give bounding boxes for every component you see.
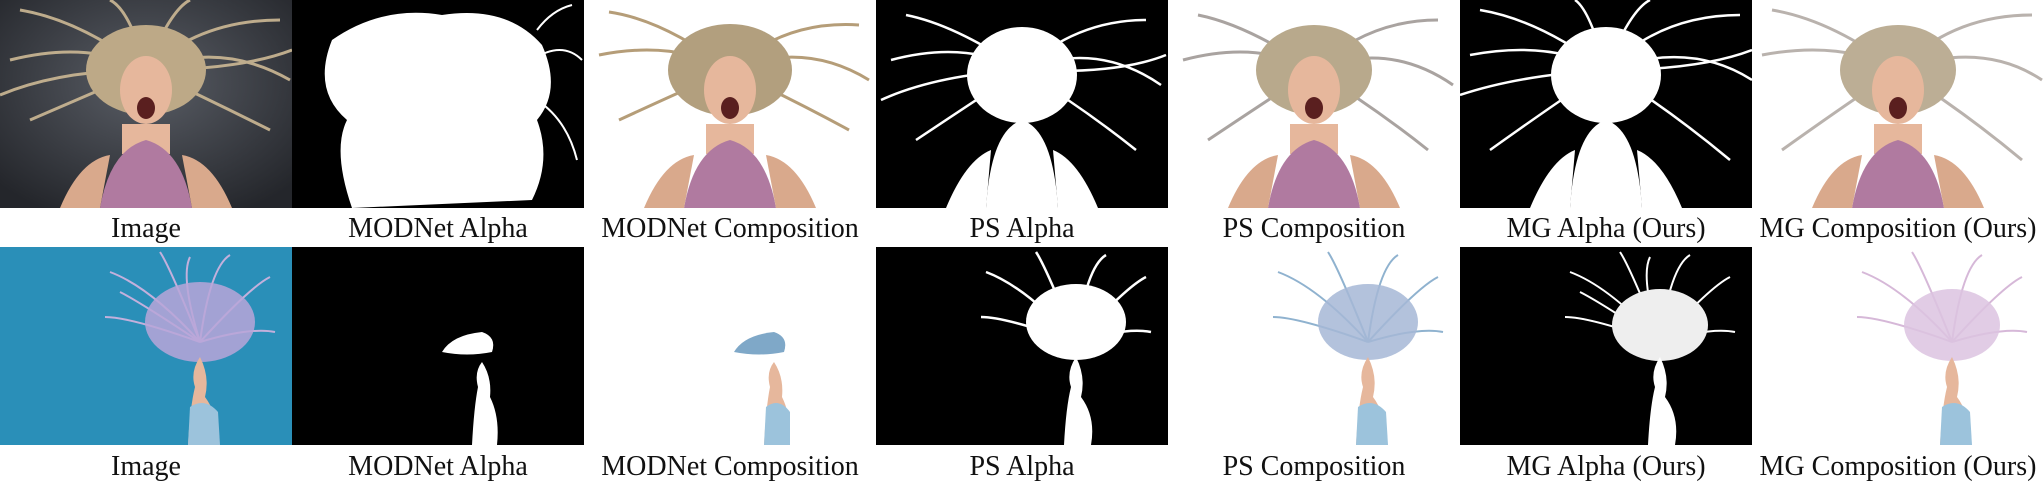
caption: PS Composition <box>1222 451 1406 482</box>
caption: PS Alpha <box>969 451 1075 482</box>
caption: MG Composition (Ours) <box>1759 213 2037 244</box>
row1-ps-composition <box>1168 0 1460 208</box>
row2-mg-alpha-map <box>1460 247 1752 445</box>
caption: MODNet Alpha <box>348 213 528 244</box>
caption: MG Composition (Ours) <box>1759 451 2037 482</box>
row1-input-image <box>0 0 292 208</box>
row1-modnet-composition <box>584 0 876 208</box>
caption: MG Alpha (Ours) <box>1506 213 1706 244</box>
caption: PS Alpha <box>969 213 1075 244</box>
caption: Image <box>111 451 181 482</box>
row1-mg-composition <box>1752 0 2044 208</box>
row1-modnet-alpha-map <box>292 0 584 208</box>
caption: Image <box>111 213 181 244</box>
row2-modnet-composition <box>584 247 876 445</box>
caption: MG Alpha (Ours) <box>1506 451 1706 482</box>
caption: MODNet Alpha <box>348 451 528 482</box>
row1-ps-alpha-map <box>876 0 1168 208</box>
caption: PS Composition <box>1222 213 1406 244</box>
row2-modnet-alpha-map <box>292 247 584 445</box>
row2-input-image <box>0 247 292 445</box>
row2-mg-composition <box>1752 247 2044 445</box>
row1-mg-alpha-map <box>1460 0 1752 208</box>
row2-ps-composition <box>1168 247 1460 445</box>
caption: MODNet Composition <box>601 213 859 244</box>
row2-ps-alpha-map <box>876 247 1168 445</box>
caption: MODNet Composition <box>601 451 859 482</box>
